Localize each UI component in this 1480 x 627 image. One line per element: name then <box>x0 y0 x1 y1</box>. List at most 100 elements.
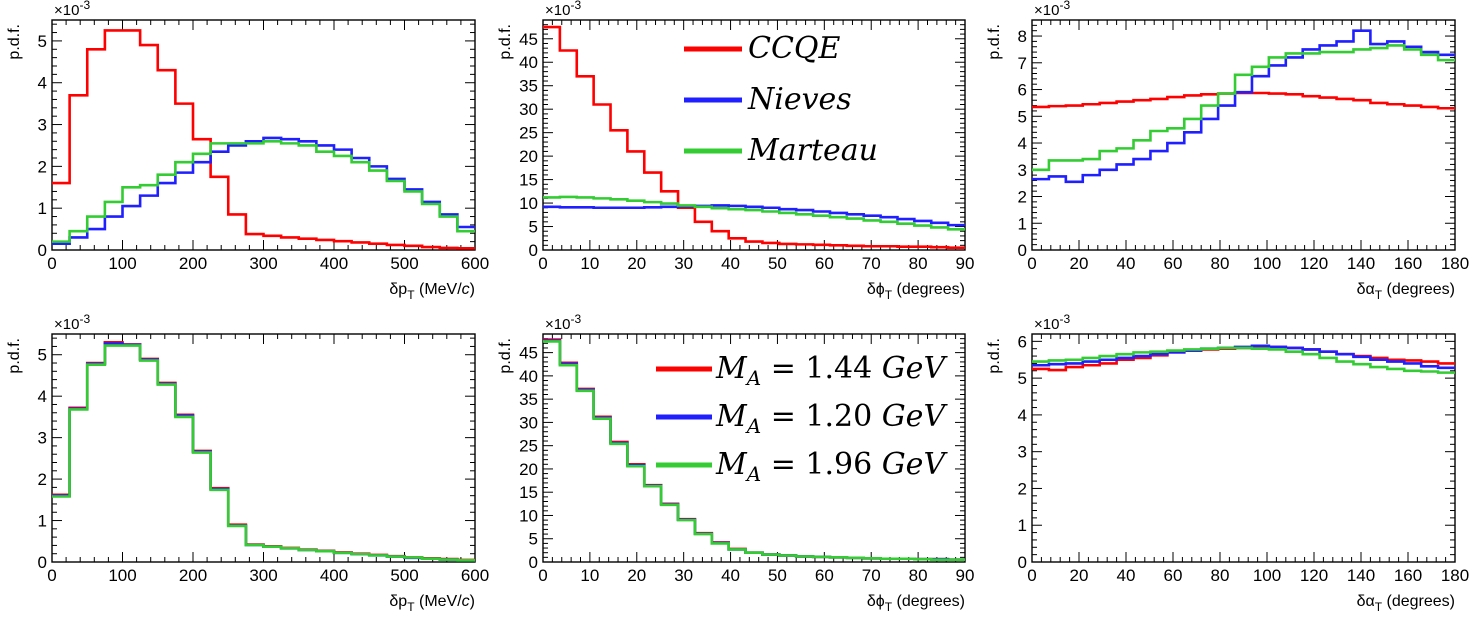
y-tick-label: 3 <box>38 116 47 135</box>
x-tick-label: 400 <box>320 566 348 585</box>
y-axis-label: p.d.f. <box>986 338 1003 374</box>
histogram-series-m-a-1-20-gev <box>52 342 475 562</box>
panel-4: 0 100 200 300 400 500 600 0 1 2 3 4 5 ×10-3 p.d.f. δpT … <box>6 312 489 614</box>
histogram-series-marteau <box>543 195 965 231</box>
legend-label-ma-2: MA = 1.20 GeV <box>715 399 948 438</box>
y-tick-label: 3 <box>1018 161 1027 180</box>
panel-3: 0 20 40 60 80 100 120 140 160 180 0 1 2 3 4 5 6 7 8 ×10-3 p.… <box>986 0 1469 302</box>
x-tick-label: 30 <box>674 566 693 585</box>
x-tick-label: 0 <box>47 566 56 585</box>
x-tick-label: 100 <box>108 254 136 273</box>
panel-2: 0 10 20 30 40 50 60 70 80 90051015202530354045×10… <box>497 0 974 302</box>
x-tick-label: 100 <box>108 566 136 585</box>
x-tick-label: 600 <box>461 254 489 273</box>
y-tick-label: 0 <box>38 553 47 572</box>
y-tick-label: 10 <box>519 194 538 213</box>
y-exponent-label: ×10-3 <box>545 0 581 19</box>
y-tick-label: 2 <box>1018 188 1027 207</box>
panel-5: 0 10 20 30 40 50 60 70 80 90051015202530354045×10… <box>497 312 974 614</box>
y-tick-label: 30 <box>519 413 538 432</box>
x-tick-label: 0 <box>1027 566 1036 585</box>
x-tick-label: 140 <box>1347 254 1375 273</box>
x-tick-label: 20 <box>627 566 646 585</box>
y-tick-label: 0 <box>1018 241 1027 260</box>
y-exponent-label: ×10-3 <box>54 312 90 333</box>
y-tick-label: 1 <box>1018 214 1027 233</box>
x-tick-label: 60 <box>815 254 834 273</box>
x-tick-label: 200 <box>179 566 207 585</box>
x-tick-label: 80 <box>1211 566 1230 585</box>
y-tick-label: 4 <box>1018 134 1027 153</box>
x-tick-label: 40 <box>721 254 740 273</box>
y-tick-label: 15 <box>519 171 538 190</box>
x-tick-label: 40 <box>721 566 740 585</box>
y-tick-label: 2 <box>1018 479 1027 498</box>
y-tick-label: 5 <box>38 32 47 51</box>
histogram-series-m-a-1-44-gev <box>52 340 475 562</box>
y-tick-label: 35 <box>519 77 538 96</box>
x-axis-label: δαT (degrees) <box>1357 281 1455 302</box>
x-tick-label: 40 <box>1117 566 1136 585</box>
x-tick-label: 400 <box>320 254 348 273</box>
y-tick-label: 4 <box>38 387 47 406</box>
y-tick-label: 3 <box>38 429 47 448</box>
x-tick-label: 100 <box>1253 254 1281 273</box>
x-tick-label: 20 <box>1070 254 1089 273</box>
histogram-series-nieves <box>1032 29 1455 184</box>
y-tick-label: 1 <box>38 512 47 531</box>
legend-label-nieves: Nieves <box>747 82 852 117</box>
x-tick-label: 180 <box>1441 566 1469 585</box>
x-tick-label: 10 <box>580 566 599 585</box>
y-tick-label: 40 <box>519 53 538 72</box>
x-tick-label: 180 <box>1441 254 1469 273</box>
histogram-series-ccqe <box>52 29 475 250</box>
y-tick-label: 45 <box>519 344 538 363</box>
histogram-series-m-a-1-96-gev <box>1032 346 1455 374</box>
y-tick-label: 2 <box>38 157 47 176</box>
plot-frame <box>1031 333 1456 563</box>
histogram-series-ccqe <box>543 25 965 249</box>
y-tick-label: 0 <box>1018 553 1027 572</box>
x-tick-label: 50 <box>768 566 787 585</box>
y-tick-label: 4 <box>1018 406 1027 425</box>
y-tick-label: 5 <box>529 530 538 549</box>
histogram-series-marteau <box>52 139 475 243</box>
legend-label-ma-1: MA = 1.44 GeV <box>715 351 948 390</box>
y-tick-label: 15 <box>519 483 538 502</box>
x-tick-label: 0 <box>538 254 547 273</box>
y-exponent-label: ×10-3 <box>1034 312 1070 333</box>
x-tick-label: 0 <box>1027 254 1036 273</box>
x-tick-label: 300 <box>249 254 277 273</box>
plot-frame <box>542 19 966 251</box>
x-tick-label: 70 <box>862 566 881 585</box>
x-tick-label: 10 <box>580 254 599 273</box>
y-tick-label: 10 <box>519 506 538 525</box>
y-axis-label: p.d.f. <box>986 24 1003 60</box>
plot-frame <box>542 333 966 563</box>
y-tick-label: 3 <box>1018 443 1027 462</box>
x-tick-label: 100 <box>1253 566 1281 585</box>
x-tick-label: 80 <box>909 254 928 273</box>
histogram-series-m-a-1-96-gev <box>52 344 475 562</box>
y-tick-label: 20 <box>519 460 538 479</box>
y-axis-label: p.d.f. <box>6 24 23 60</box>
y-tick-label: 7 <box>1018 54 1027 73</box>
y-tick-label: 35 <box>519 390 538 409</box>
x-tick-label: 90 <box>956 254 975 273</box>
x-tick-label: 60 <box>1164 566 1183 585</box>
x-tick-label: 200 <box>179 254 207 273</box>
y-tick-label: 0 <box>529 553 538 572</box>
x-axis-label: δαT (degrees) <box>1357 593 1455 614</box>
x-tick-label: 80 <box>909 566 928 585</box>
y-tick-label: 1 <box>1018 516 1027 535</box>
x-tick-label: 20 <box>627 254 646 273</box>
x-tick-label: 300 <box>249 566 277 585</box>
x-tick-label: 30 <box>674 254 693 273</box>
y-tick-label: 1 <box>38 199 47 218</box>
x-axis-label: δpT (MeV/c) <box>389 593 475 614</box>
y-tick-label: 20 <box>519 147 538 166</box>
x-tick-label: 160 <box>1394 254 1422 273</box>
x-tick-label: 500 <box>390 254 418 273</box>
y-tick-label: 4 <box>38 74 47 93</box>
y-tick-label: 5 <box>1018 107 1027 126</box>
